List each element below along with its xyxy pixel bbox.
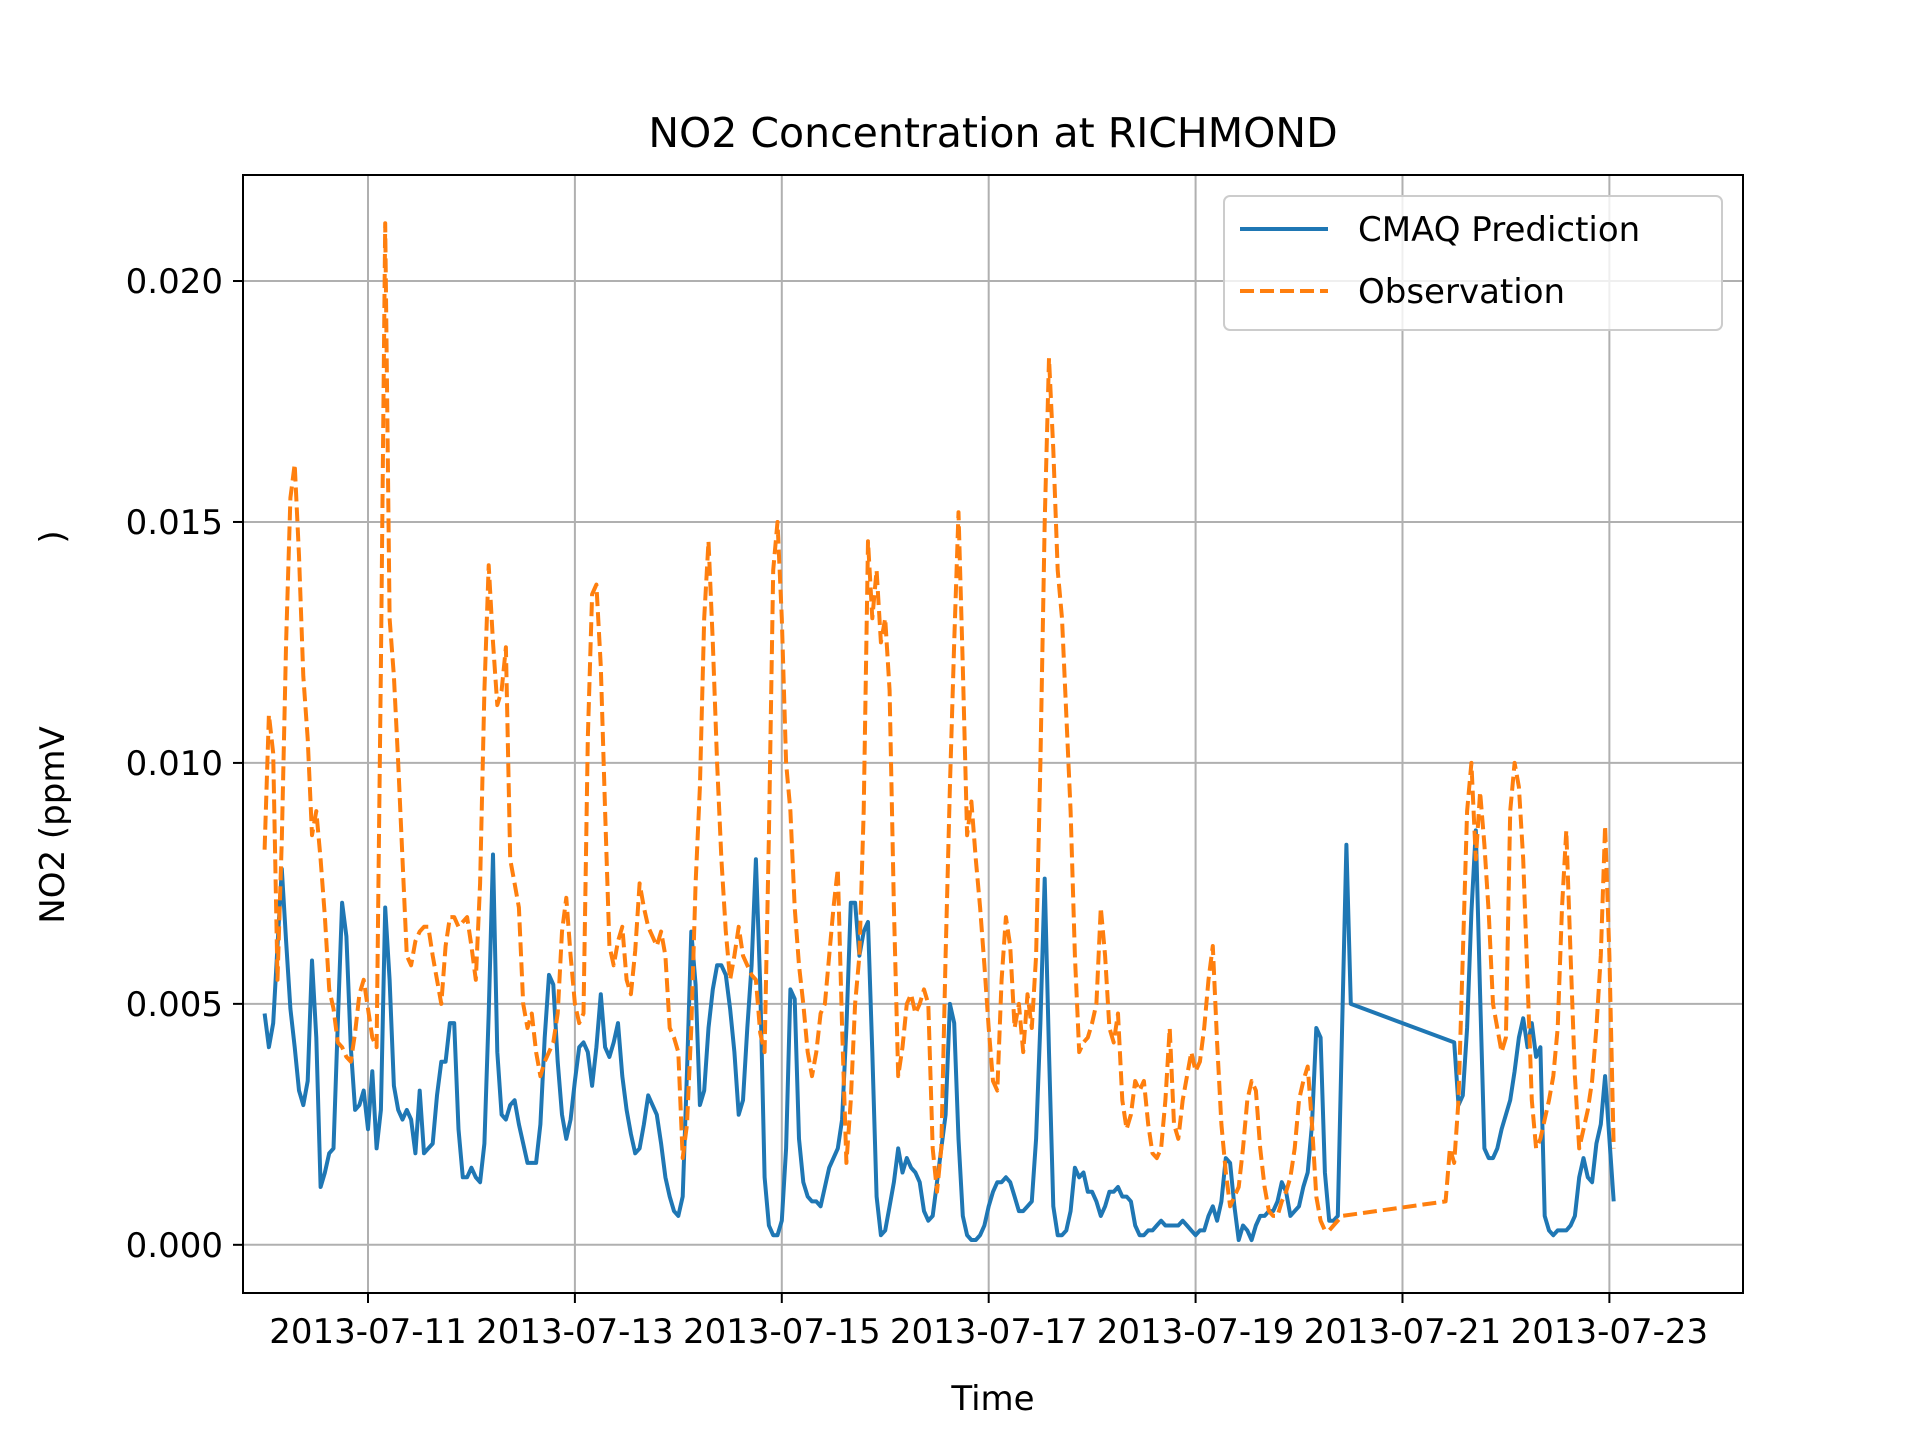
- legend-label-observation: Observation: [1358, 272, 1565, 312]
- series-line-cmaq-prediction: [262, 828, 1616, 1242]
- legend: CMAQ Prediction Observation: [1223, 195, 1723, 331]
- x-tick-label: 2013-07-17: [890, 1312, 1088, 1352]
- y-tick-label: 0.015: [126, 503, 223, 543]
- x-tick-label: 2013-07-23: [1511, 1312, 1709, 1352]
- y-tick-label: 0.010: [126, 744, 223, 784]
- x-tick-label: 2013-07-15: [683, 1312, 881, 1352]
- y-tick-label: 0.000: [126, 1226, 223, 1266]
- plot-frame: [242, 174, 1744, 1294]
- x-tick-label: 2013-07-11: [269, 1312, 467, 1352]
- legend-box: [1223, 195, 1723, 331]
- axis-ticks: 2013-07-11 2013-07-13 2013-07-15 2013-07-17…: [126, 262, 1709, 1352]
- x-axis-label: Time: [950, 1379, 1034, 1419]
- legend-label-cmaq: CMAQ Prediction: [1358, 210, 1640, 250]
- y-tick-label: 0.020: [126, 262, 223, 302]
- y-axis-label-fragment: ): [33, 530, 73, 543]
- x-tick-label: 2013-07-21: [1304, 1312, 1502, 1352]
- y-axis-label: NO2 (ppmV: [33, 726, 73, 923]
- x-tick-label: 2013-07-13: [476, 1312, 674, 1352]
- series-line-observation: [262, 221, 1616, 1233]
- x-tick-label: 2013-07-19: [1097, 1312, 1295, 1352]
- chart-title: NO2 Concentration at RICHMOND: [648, 109, 1337, 157]
- grid: [243, 175, 1743, 1293]
- series-group: [262, 221, 1616, 1242]
- y-tick-label: 0.005: [126, 985, 223, 1025]
